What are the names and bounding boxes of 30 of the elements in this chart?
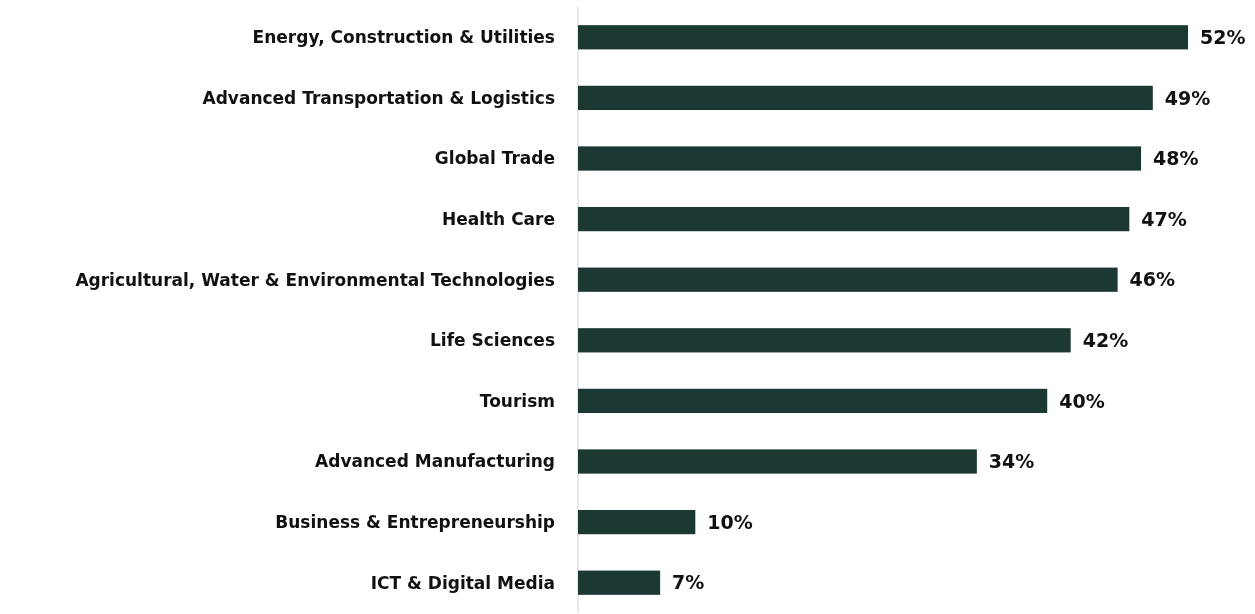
data-label: 10% [707, 510, 753, 533]
data-label: 34% [988, 450, 1035, 473]
bar [578, 206, 1130, 232]
y-tick-label: Energy, Construction & Utilities [252, 27, 555, 48]
bar [578, 449, 977, 474]
data-label: 52% [1200, 25, 1246, 48]
bar [578, 388, 1048, 414]
y-tick-label: Advanced Transportation & Logistics [202, 87, 555, 108]
bar [578, 146, 1142, 171]
data-label: 7% [672, 571, 705, 594]
bar [578, 85, 1153, 111]
data-label: 42% [1082, 328, 1129, 351]
data-label: 48% [1153, 147, 1199, 170]
y-tick-label: Tourism [479, 390, 555, 411]
bar [578, 25, 1188, 50]
bar [578, 509, 696, 535]
bar [578, 328, 1071, 353]
data-label: 46% [1129, 268, 1176, 291]
data-label: 49% [1164, 86, 1211, 109]
y-tick-label: Global Trade [434, 148, 555, 169]
y-tick-label: Agricultural, Water & Environmental Technologies [75, 269, 555, 290]
data-label: 40% [1059, 389, 1105, 412]
bar [578, 267, 1118, 292]
y-tick-label: Advanced Manufacturing [315, 451, 555, 472]
data-label: 47% [1141, 207, 1187, 230]
bar [578, 570, 661, 595]
y-tick-label: Health Care [441, 209, 555, 230]
y-tick-label: Life Sciences [429, 330, 555, 351]
y-tick-label: Business & Entrepreneurship [275, 512, 555, 533]
y-tick-label: ICT & Digital Media [370, 572, 555, 593]
